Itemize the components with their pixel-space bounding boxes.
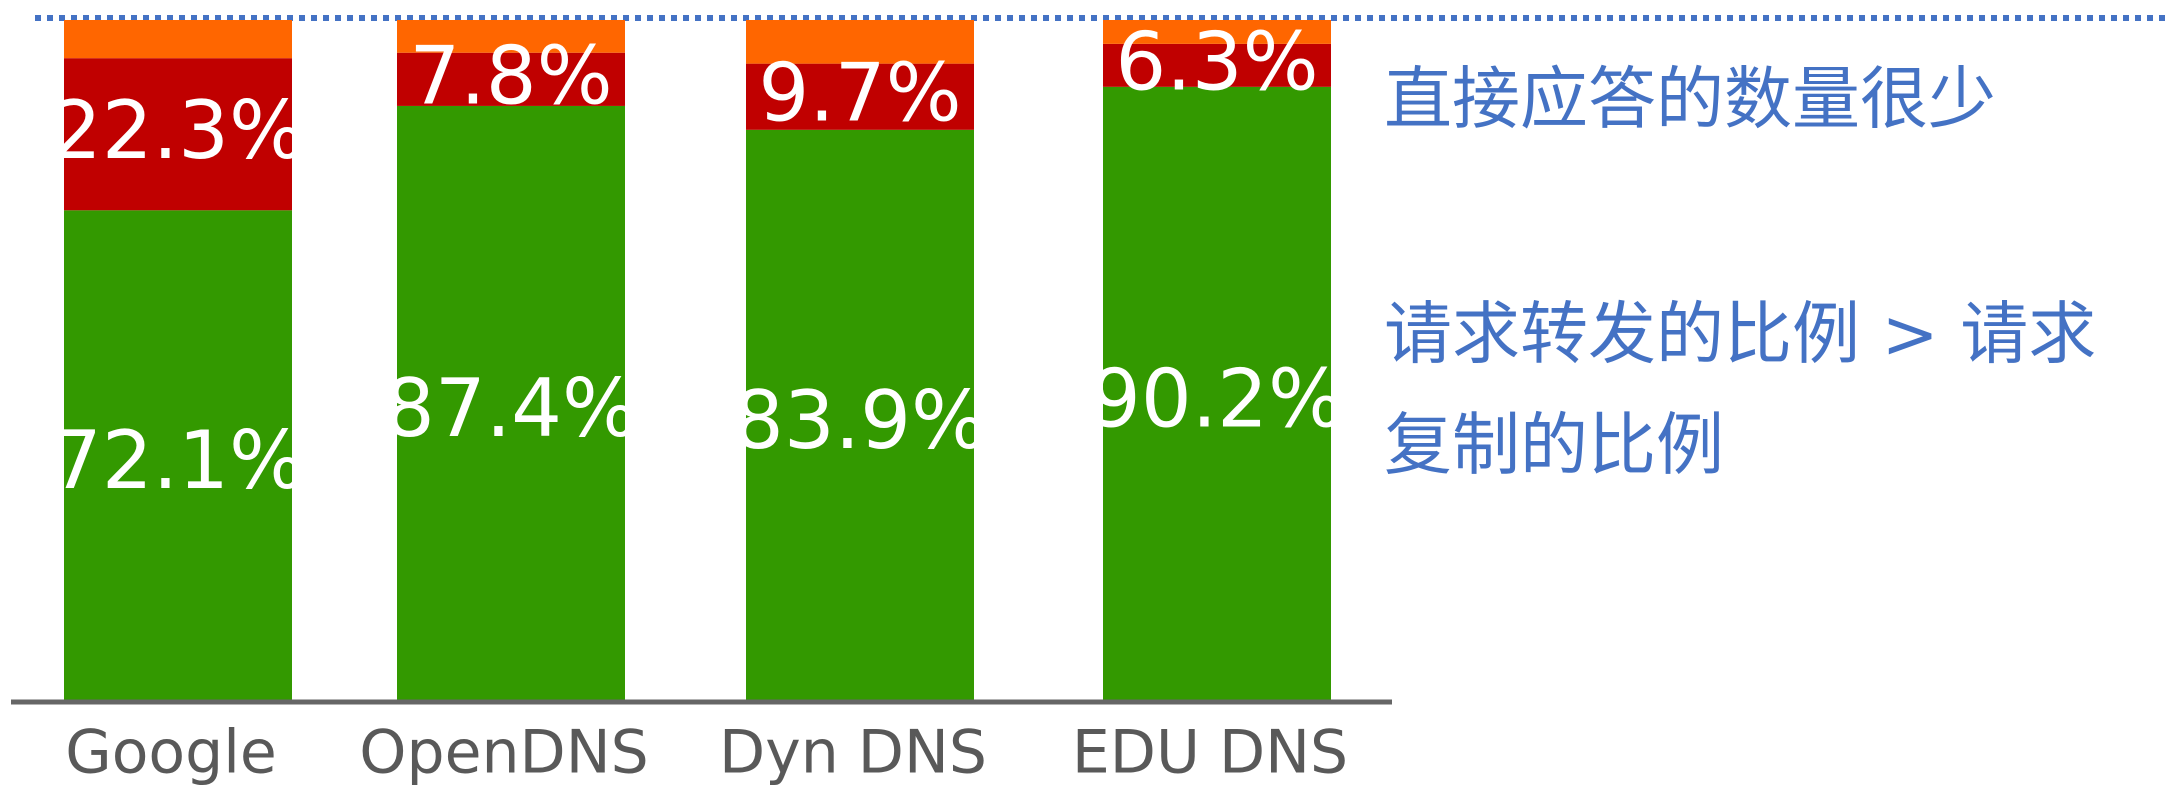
annotation: 复制的比例 — [1384, 407, 1724, 486]
x-tick-label: Dyn DNS — [719, 718, 987, 788]
value-label: 87.4% — [384, 362, 638, 455]
value-label: 90.2% — [1090, 352, 1344, 445]
annotation: 请求转发的比例 > 请求 — [1384, 296, 2096, 375]
value-label: 22.3% — [51, 84, 305, 177]
bar-segment — [64, 20, 292, 59]
bar-segment — [397, 20, 625, 53]
value-label: 83.9% — [733, 374, 987, 467]
value-label: 7.8% — [409, 29, 612, 122]
bar-segment — [746, 63, 974, 130]
x-tick-label: Google — [65, 718, 277, 788]
value-label: 6.3% — [1115, 15, 1318, 108]
bar-segment — [64, 210, 292, 702]
x-tick-label: OpenDNS — [359, 718, 648, 788]
plot — [64, 20, 1331, 702]
value-label: 9.7% — [758, 47, 961, 140]
bar-segment — [1103, 86, 1331, 702]
bar-segment — [397, 52, 625, 106]
annotation: 直接应答的数量很少 — [1384, 61, 1996, 140]
bar-segment — [64, 58, 292, 211]
bar-segment — [1103, 20, 1331, 44]
bar-segment — [1103, 43, 1331, 87]
bar-segment — [746, 129, 974, 702]
x-tick-label: EDU DNS — [1072, 718, 1348, 788]
value-label: 72.1% — [51, 414, 305, 507]
bar-segment — [397, 105, 625, 702]
bar-segment — [746, 20, 974, 64]
